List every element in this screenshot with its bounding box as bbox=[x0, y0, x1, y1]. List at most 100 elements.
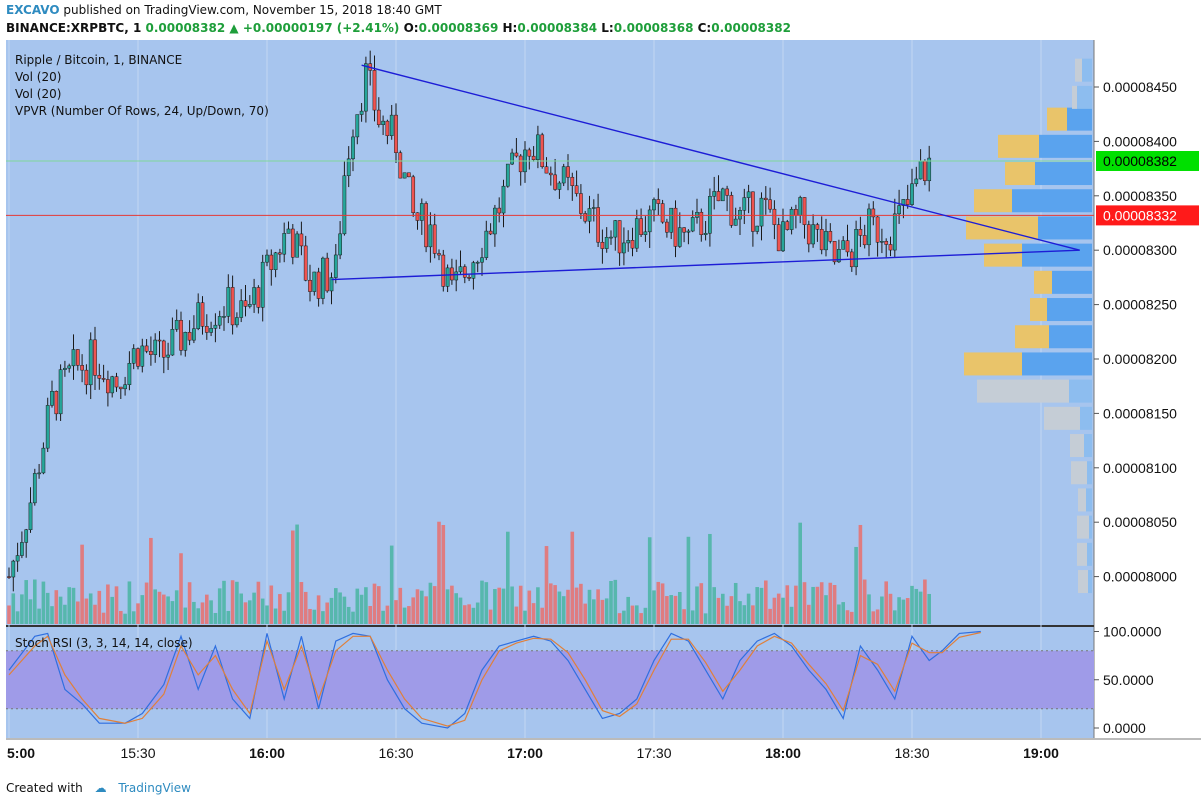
open-label: O: bbox=[403, 21, 419, 35]
volume-bar bbox=[282, 610, 286, 624]
candle-body bbox=[32, 473, 37, 504]
candle-body bbox=[45, 405, 50, 449]
price-tick-label: 0.00008000 bbox=[1103, 569, 1177, 585]
price-tick-label: 0.00008250 bbox=[1103, 297, 1177, 313]
volume-bar bbox=[41, 581, 46, 624]
candle-body bbox=[20, 542, 24, 556]
volume-bar bbox=[493, 589, 497, 624]
vpvr-down-bar bbox=[1078, 488, 1086, 512]
candle-body bbox=[837, 249, 841, 263]
candle-body bbox=[759, 197, 764, 227]
publish-line: EXCAVO published on TradingView.com, Nov… bbox=[6, 3, 442, 17]
volume-bar bbox=[927, 593, 931, 624]
candle-body bbox=[265, 254, 269, 263]
volume-bar bbox=[174, 590, 179, 624]
tradingview-link[interactable]: TradingView bbox=[118, 781, 191, 795]
candle-body bbox=[329, 277, 334, 292]
volume-bar bbox=[63, 604, 67, 624]
candle-body bbox=[819, 229, 824, 251]
candle-body bbox=[88, 339, 93, 386]
candle-body bbox=[888, 244, 893, 251]
rsi-line-D bbox=[8, 631, 981, 727]
candle-body bbox=[144, 345, 149, 352]
vpvr-down-bar bbox=[1077, 515, 1089, 539]
vpvr-up-bar bbox=[1035, 162, 1092, 186]
candle-body bbox=[484, 230, 489, 258]
candle-body bbox=[540, 134, 545, 167]
candle-body bbox=[514, 152, 519, 157]
volume-bar bbox=[480, 580, 484, 624]
candle-body bbox=[11, 560, 16, 578]
volume-bar bbox=[609, 580, 613, 624]
price-mark-bg bbox=[1096, 205, 1199, 226]
candle-body bbox=[174, 319, 179, 330]
volume-bar bbox=[815, 586, 820, 624]
candle-body bbox=[196, 302, 201, 329]
rsi-line-K bbox=[8, 630, 981, 729]
volume-bar bbox=[772, 597, 777, 624]
candle-body bbox=[114, 376, 119, 388]
vpvr-up-bar bbox=[1049, 325, 1092, 349]
candle-body bbox=[437, 253, 441, 256]
volume-bar bbox=[239, 593, 243, 624]
candle-body bbox=[381, 120, 385, 125]
volume-bar bbox=[149, 537, 153, 624]
price-tick-label: 0.00008400 bbox=[1103, 133, 1177, 149]
candle-body bbox=[875, 216, 880, 243]
candle-body bbox=[364, 63, 368, 112]
candle-body bbox=[832, 241, 837, 263]
vpvr-up-bar bbox=[1052, 270, 1092, 294]
legend-vpvr: VPVR (Number Of Rows, 24, Up/Down, 70) bbox=[15, 104, 269, 118]
volume-bar bbox=[308, 608, 312, 624]
volume-bar bbox=[781, 597, 785, 624]
candle-body bbox=[553, 174, 557, 190]
volume-bar bbox=[716, 597, 721, 624]
low-label: L: bbox=[601, 21, 614, 35]
candle-body bbox=[41, 447, 46, 474]
volume-bar bbox=[669, 595, 673, 624]
volume-bar bbox=[583, 603, 587, 624]
candle-body bbox=[497, 207, 502, 214]
candle-body bbox=[282, 233, 287, 255]
vpvr-down-bar bbox=[1077, 542, 1087, 566]
last-price: 0.00008382 bbox=[145, 21, 226, 35]
candle-body bbox=[751, 191, 755, 232]
candle-body bbox=[686, 230, 691, 233]
vpvr-down-bar bbox=[1005, 162, 1035, 186]
candle-body bbox=[157, 339, 162, 342]
volume-bar bbox=[200, 602, 205, 624]
candle-body bbox=[596, 207, 600, 243]
volume-bar bbox=[893, 610, 897, 624]
candle-body bbox=[677, 227, 682, 247]
candle-body bbox=[609, 236, 613, 239]
vpvr-up-bar bbox=[1082, 58, 1092, 82]
volume-bar bbox=[372, 583, 377, 624]
volume-bar bbox=[329, 597, 334, 624]
volume-bar bbox=[454, 593, 458, 624]
candle-body bbox=[106, 379, 110, 394]
price-tick-label: 0.00008100 bbox=[1103, 460, 1177, 476]
volume-bar bbox=[910, 585, 914, 624]
volume-bar bbox=[359, 594, 364, 624]
candle-body bbox=[110, 376, 115, 394]
volume-bar bbox=[187, 582, 192, 624]
volume-bar bbox=[497, 587, 501, 624]
candle-body bbox=[858, 229, 863, 236]
candle-body bbox=[204, 326, 209, 333]
candle-body bbox=[699, 211, 704, 236]
volume-bar bbox=[420, 590, 424, 624]
volume-bar bbox=[342, 596, 347, 624]
volume-bar bbox=[630, 605, 635, 624]
high-label: H: bbox=[502, 21, 518, 35]
candle-body bbox=[355, 114, 360, 138]
volume-bar bbox=[445, 589, 450, 624]
candle-body bbox=[781, 221, 785, 252]
rsi-tick-label: 50.0000 bbox=[1103, 672, 1154, 688]
candle-body bbox=[63, 367, 67, 370]
candle-body bbox=[462, 266, 467, 278]
candle-body bbox=[639, 218, 643, 235]
author-link[interactable]: EXCAVO bbox=[6, 3, 60, 17]
time-tick-label: 16:30 bbox=[378, 745, 413, 761]
candle-body bbox=[548, 172, 553, 176]
